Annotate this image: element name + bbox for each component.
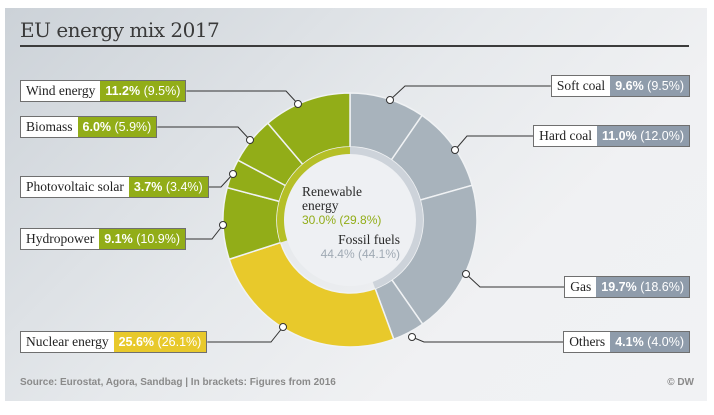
label-name: Gas (565, 277, 597, 297)
value-2016: (18.6%) (640, 280, 684, 294)
connector-line (157, 126, 251, 141)
connector-line (186, 224, 224, 240)
label-name: Others (564, 332, 611, 352)
renewable-summary: Renewable energy 30.0% (29.8%) (302, 184, 392, 228)
label-value: 9.6% (9.5%) (610, 76, 689, 96)
connector-dot (246, 136, 254, 144)
fossil-summary: Fossil fuels 44.4% (44.1%) (320, 232, 400, 262)
connector-line (186, 90, 299, 105)
label-name: Nuclear energy (21, 332, 114, 352)
value-2017: 19.7% (601, 280, 637, 294)
value-2016: (10.9%) (136, 232, 180, 246)
label-photovoltaic-solar: Photovoltaic solar 3.7% (3.4%) (20, 176, 209, 198)
connector-dot (451, 146, 459, 154)
value-2016: (5.9%) (114, 120, 152, 134)
label-others: Others 4.1% (4.0%) (563, 331, 690, 353)
donut-hole (284, 154, 416, 286)
renewable-label: Renewable energy (302, 184, 362, 213)
value-2017: 11.2% (105, 84, 141, 98)
connector-line (411, 336, 564, 343)
value-2017: 9.1% (104, 232, 133, 246)
connector-line (454, 135, 534, 151)
label-value: 9.1% (10.9%) (99, 229, 185, 249)
value-2017: 25.6% (118, 335, 155, 349)
fossil-label: Fossil fuels (338, 232, 400, 247)
connector-dot (219, 221, 227, 229)
connector-dot (294, 100, 302, 108)
value-2016: (3.4%) (165, 180, 203, 194)
value-2017: 3.7% (133, 180, 163, 194)
label-value: 11.2% (9.5%) (100, 81, 186, 101)
label-name: Soft coal (551, 76, 611, 96)
label-name: Biomass (21, 117, 78, 137)
connector-dot (462, 270, 470, 278)
connector-line (207, 326, 284, 343)
chart-title: EU energy mix 2017 (20, 18, 220, 42)
label-value: 25.6% (26.1%) (113, 332, 207, 352)
connector-dot (279, 323, 287, 331)
label-wind-energy: Wind energy 11.2% (9.5%) (20, 80, 187, 102)
connector-line (208, 173, 234, 188)
inner-ring-renewable (277, 147, 350, 243)
connector-line (465, 273, 565, 288)
label-biomass: Biomass 6.0% (5.9%) (20, 116, 158, 138)
fossil-value: 44.4% (44.1%) (320, 247, 400, 261)
label-nuclear-energy: Nuclear energy 25.6% (26.1%) (20, 331, 208, 353)
value-2016: (26.1%) (157, 335, 202, 349)
label-value: 4.1% (4.0%) (610, 332, 689, 352)
source-note: Source: Eurostat, Agora, Sandbag | In br… (20, 377, 336, 388)
slice-nuclear-energy (228, 241, 395, 348)
connector-dot (229, 170, 237, 178)
credit: © DW (667, 377, 694, 388)
label-hydropower: Hydropower 9.1% (10.9%) (20, 228, 186, 250)
value-2017: 4.1% (615, 335, 644, 349)
label-value: 6.0% (5.9%) (77, 117, 157, 137)
renewable-value: 30.0% (29.8%) (302, 213, 382, 227)
label-value: 3.7% (3.4%) (128, 177, 208, 197)
connector-line (389, 85, 551, 101)
connector-dot (408, 333, 416, 341)
label-name: Hydropower (21, 229, 100, 249)
label-name: Wind energy (21, 81, 101, 101)
label-name: Photovoltaic solar (21, 177, 129, 197)
label-value: 11.0% (12.0%) (596, 126, 689, 146)
value-2016: (4.0%) (647, 335, 684, 349)
value-2016: (9.5%) (647, 79, 684, 93)
inner-ring-fossil (350, 147, 423, 289)
value-2016: (12.0%) (640, 129, 684, 143)
label-hard-coal: Hard coal 11.0% (12.0%) (533, 125, 690, 147)
value-2016: (9.5%) (143, 84, 181, 98)
value-2017: 6.0% (82, 120, 112, 134)
value-2017: 9.6% (615, 79, 644, 93)
title-rule (20, 45, 689, 47)
value-2017: 11.0% (601, 129, 637, 143)
label-soft-coal: Soft coal 9.6% (9.5%) (550, 75, 690, 97)
label-value: 19.7% (18.6%) (596, 277, 689, 297)
connector-dot (386, 96, 394, 104)
label-name: Hard coal (534, 126, 597, 146)
label-gas: Gas 19.7% (18.6%) (564, 276, 690, 298)
